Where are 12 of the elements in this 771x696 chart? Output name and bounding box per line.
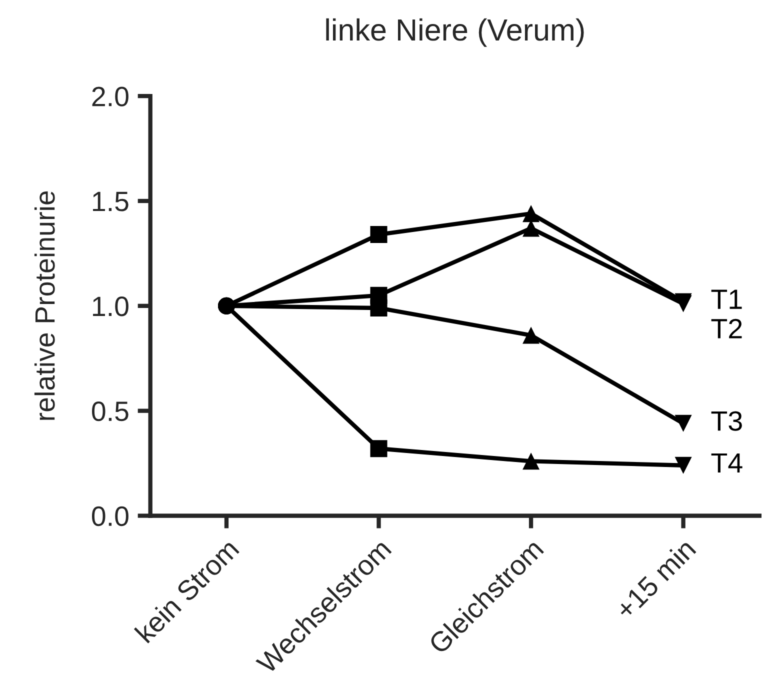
y-axis-title: relative Proteinurie bbox=[34, 191, 55, 420]
y-tick-label: 0.5 bbox=[92, 401, 128, 422]
y-tick-label: 2.0 bbox=[92, 86, 128, 106]
series-label: T2 bbox=[711, 318, 742, 338]
series-label: T3 bbox=[711, 411, 742, 431]
y-tick-label: 0.0 bbox=[92, 506, 128, 526]
series-label: T1 bbox=[711, 290, 742, 309]
y-tick-label: 1.0 bbox=[93, 296, 128, 316]
x-tick-label: +15 min bbox=[614, 538, 696, 620]
series-label: T4 bbox=[711, 453, 742, 473]
chart-title: linke Niere (Verum) bbox=[326, 18, 584, 47]
y-tick-label: 1.5 bbox=[93, 192, 128, 212]
